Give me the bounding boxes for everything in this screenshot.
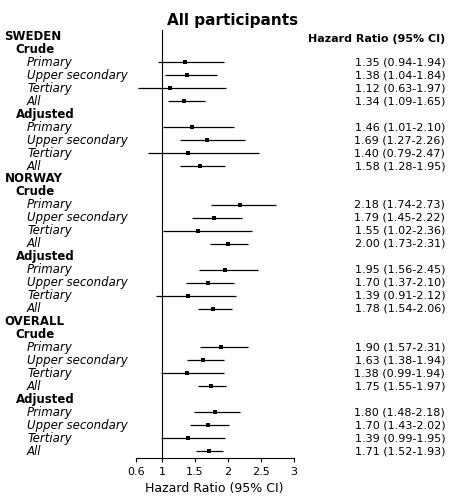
X-axis label: Hazard Ratio (95% CI): Hazard Ratio (95% CI) (145, 482, 283, 495)
Text: Adjusted: Adjusted (16, 108, 74, 120)
Text: 1.38 (0.99-1.94): 1.38 (0.99-1.94) (354, 368, 444, 378)
Text: 1.40 (0.79-2.47): 1.40 (0.79-2.47) (354, 148, 444, 158)
Text: All: All (27, 380, 41, 393)
Text: Tertiary: Tertiary (27, 146, 72, 160)
Text: 1.39 (0.91-2.12): 1.39 (0.91-2.12) (354, 290, 444, 300)
Text: 1.12 (0.63-1.97): 1.12 (0.63-1.97) (354, 84, 444, 94)
Text: 1.71 (1.52-1.93): 1.71 (1.52-1.93) (354, 446, 444, 456)
Text: OVERALL: OVERALL (5, 315, 64, 328)
Text: All: All (27, 238, 41, 250)
Text: Tertiary: Tertiary (27, 367, 72, 380)
Text: 1.80 (1.48-2.18): 1.80 (1.48-2.18) (354, 407, 444, 417)
Text: Adjusted: Adjusted (16, 250, 74, 263)
Text: All participants: All participants (167, 12, 298, 28)
Text: Upper secondary: Upper secondary (27, 354, 128, 367)
Text: 1.95 (1.56-2.45): 1.95 (1.56-2.45) (354, 264, 444, 274)
Text: 1.38 (1.04-1.84): 1.38 (1.04-1.84) (354, 70, 444, 81)
Text: 1.35 (0.94-1.94): 1.35 (0.94-1.94) (354, 58, 444, 68)
Text: 1.70 (1.43-2.02): 1.70 (1.43-2.02) (354, 420, 444, 430)
Text: Hazard Ratio (95% CI): Hazard Ratio (95% CI) (307, 34, 444, 43)
Text: 1.58 (1.28-1.95): 1.58 (1.28-1.95) (354, 161, 444, 171)
Text: Primary: Primary (27, 198, 73, 211)
Text: NORWAY: NORWAY (5, 172, 62, 186)
Text: Crude: Crude (16, 43, 55, 56)
Text: 1.63 (1.38-1.94): 1.63 (1.38-1.94) (354, 356, 444, 366)
Text: Upper secondary: Upper secondary (27, 418, 128, 432)
Text: Upper secondary: Upper secondary (27, 69, 128, 82)
Text: 1.34 (1.09-1.65): 1.34 (1.09-1.65) (354, 96, 444, 106)
Text: 1.70 (1.37-2.10): 1.70 (1.37-2.10) (354, 278, 444, 287)
Text: All: All (27, 160, 41, 172)
Text: 1.55 (1.02-2.36): 1.55 (1.02-2.36) (354, 226, 444, 236)
Text: Adjusted: Adjusted (16, 392, 74, 406)
Text: 1.46 (1.01-2.10): 1.46 (1.01-2.10) (354, 122, 444, 132)
Text: 2.18 (1.74-2.73): 2.18 (1.74-2.73) (354, 200, 444, 210)
Text: 1.90 (1.57-2.31): 1.90 (1.57-2.31) (354, 342, 444, 352)
Text: Primary: Primary (27, 263, 73, 276)
Text: Tertiary: Tertiary (27, 224, 72, 237)
Text: 1.39 (0.99-1.95): 1.39 (0.99-1.95) (354, 433, 444, 443)
Text: Primary: Primary (27, 406, 73, 418)
Text: Upper secondary: Upper secondary (27, 276, 128, 289)
Text: 2.00 (1.73-2.31): 2.00 (1.73-2.31) (354, 239, 444, 248)
Text: Primary: Primary (27, 120, 73, 134)
Text: 1.78 (1.54-2.06): 1.78 (1.54-2.06) (354, 304, 444, 314)
Text: Upper secondary: Upper secondary (27, 134, 128, 146)
Text: Primary: Primary (27, 56, 73, 69)
Text: Upper secondary: Upper secondary (27, 212, 128, 224)
Text: SWEDEN: SWEDEN (5, 30, 62, 43)
Text: Crude: Crude (16, 186, 55, 198)
Text: All: All (27, 94, 41, 108)
Text: All: All (27, 444, 41, 458)
Text: Crude: Crude (16, 328, 55, 341)
Text: 1.79 (1.45-2.22): 1.79 (1.45-2.22) (354, 213, 444, 223)
Text: 1.69 (1.27-2.26): 1.69 (1.27-2.26) (354, 135, 444, 145)
Text: 1.75 (1.55-1.97): 1.75 (1.55-1.97) (354, 381, 444, 391)
Text: Tertiary: Tertiary (27, 432, 72, 444)
Text: Tertiary: Tertiary (27, 82, 72, 95)
Text: All: All (27, 302, 41, 315)
Text: Primary: Primary (27, 341, 73, 354)
Text: Tertiary: Tertiary (27, 289, 72, 302)
